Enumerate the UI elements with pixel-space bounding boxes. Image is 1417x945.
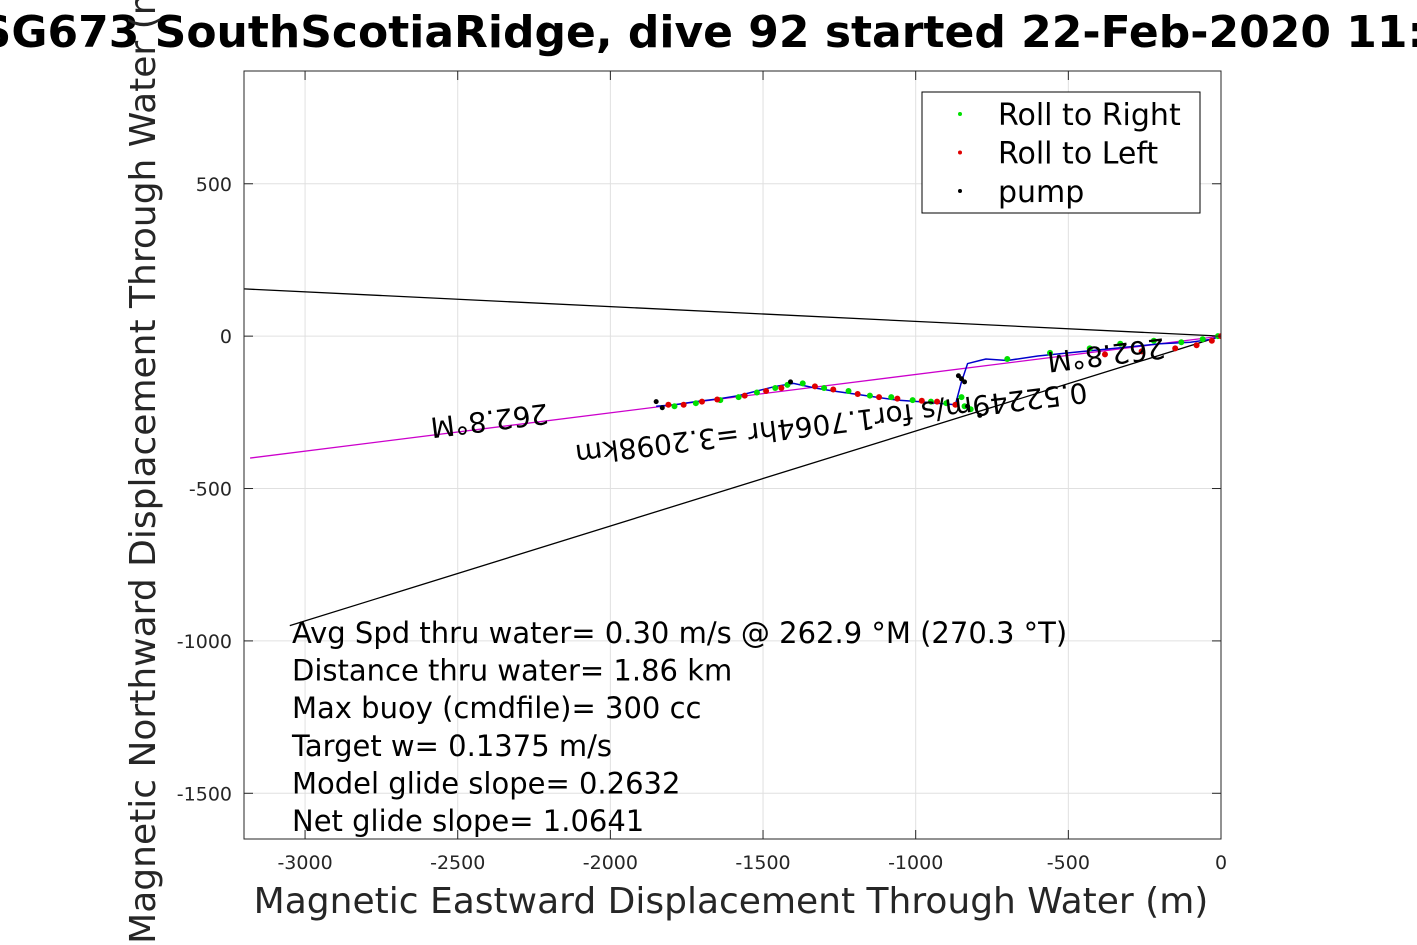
roll-to-right-point	[958, 394, 965, 401]
pump-point	[659, 405, 665, 411]
x-tick-label: -1000	[888, 852, 943, 874]
x-tick-label: -2500	[430, 852, 485, 874]
x-tick-label: -1500	[735, 852, 790, 874]
y-tick-label: -1000	[177, 631, 232, 653]
roll-to-left-point	[698, 398, 705, 405]
stats-line: Target w= 0.1375 m/s	[291, 729, 612, 763]
roll-to-right-point	[943, 400, 950, 407]
roll-to-right-point	[845, 388, 852, 394]
roll-to-left-point	[763, 388, 770, 394]
roll-to-right-point	[1178, 339, 1185, 346]
roll-to-right-point	[909, 397, 916, 404]
roll-to-right-point	[821, 384, 828, 391]
roll-to-right-point	[866, 392, 873, 399]
legend-marker	[958, 189, 962, 193]
reference-lines	[244, 288, 1221, 627]
tick-labels: -3000 -2500 -2000 -1500 -1000 -500 0 -1500 -1000…	[177, 71, 1227, 874]
pump-point	[653, 399, 659, 405]
roll-to-right-point	[753, 389, 760, 396]
roll-to-right-point	[1086, 345, 1093, 352]
legend-marker	[958, 112, 962, 116]
roll-to-left-point	[952, 401, 959, 408]
roll-to-right-point	[1047, 349, 1054, 356]
pump-point	[977, 412, 983, 418]
roll-to-left-point	[778, 384, 785, 391]
roll-to-left-point	[680, 401, 687, 408]
roll-to-left-point	[1172, 345, 1179, 352]
stats-line: Net glide slope= 1.0641	[292, 804, 644, 838]
roll-to-right-point	[671, 403, 678, 410]
roll-to-left-point	[741, 392, 748, 399]
roll-to-left-point	[811, 383, 818, 390]
y-tick-label: 500	[196, 174, 232, 196]
roll-to-left-point	[934, 398, 941, 405]
roll-to-left-point	[1138, 348, 1145, 355]
lower-line	[289, 335, 1221, 627]
legend-label: Roll to Right	[998, 98, 1181, 133]
stats-line: Distance thru water= 1.86 km	[292, 654, 732, 688]
roll-to-left-point	[918, 397, 925, 404]
roll-to-right-point	[1004, 356, 1011, 362]
pump-point	[955, 373, 961, 379]
roll-to-left-point	[665, 401, 672, 408]
roll-points	[653, 333, 1221, 418]
stats-annotations: Avg Spd thru water= 0.30 m/s @ 262.9 °M …	[291, 616, 1067, 838]
pump-point	[965, 403, 971, 409]
roll-to-left-point	[894, 395, 901, 402]
y-tick-label: -1500	[177, 783, 232, 805]
upper-line	[244, 288, 1221, 337]
roll-to-right-point	[772, 384, 779, 391]
roll-to-right-point	[1150, 337, 1157, 344]
roll-to-right-point	[692, 400, 699, 407]
plot-frame	[243, 70, 1222, 840]
roll-to-right-point	[1117, 340, 1124, 347]
roll-to-right-point	[927, 398, 934, 405]
legend-box	[921, 91, 1201, 214]
x-tick-label: -3000	[277, 852, 332, 874]
legend-label: pump	[998, 175, 1084, 210]
roll-to-left-point	[854, 391, 861, 398]
y-tick-label: -500	[189, 479, 232, 501]
x-tick-label: -2000	[583, 852, 638, 874]
pump-point	[962, 379, 968, 385]
roll-to-left-point	[1101, 351, 1108, 358]
y-axis-label: Magnetic Northward Displacement Through …	[123, 0, 164, 944]
roll-to-right-point	[1199, 336, 1206, 343]
x-tick-label: 0	[1215, 852, 1227, 874]
direction-line	[250, 335, 1221, 459]
pump-point	[788, 379, 794, 385]
roll-to-left-point	[876, 394, 883, 401]
x-axis-label: Magnetic Eastward Displacement Through W…	[254, 881, 1209, 922]
legend-label: Roll to Left	[998, 137, 1158, 172]
stats-line: Avg Spd thru water= 0.30 m/s @ 262.9 °M …	[292, 616, 1067, 650]
stats-line: Max buoy (cmdfile)= 300 cc	[292, 691, 701, 725]
stats-line: Model glide slope= 0.2632	[292, 766, 680, 800]
roll-to-left-point	[714, 396, 721, 403]
x-tick-label: -500	[1047, 852, 1090, 874]
pump-point	[958, 376, 964, 382]
roll-to-right-point	[888, 394, 895, 401]
roll-to-left-point	[830, 386, 837, 393]
roll-to-right-point	[799, 380, 806, 387]
roll-to-right-point	[735, 394, 742, 401]
chart-title: SG673 SouthScotiaRidge, dive 92 started …	[0, 7, 1417, 58]
roll-to-left-point	[1208, 337, 1215, 344]
roll-to-left-point	[1193, 342, 1200, 349]
y-tick-label: 0	[220, 326, 232, 348]
legend-marker	[958, 150, 962, 155]
